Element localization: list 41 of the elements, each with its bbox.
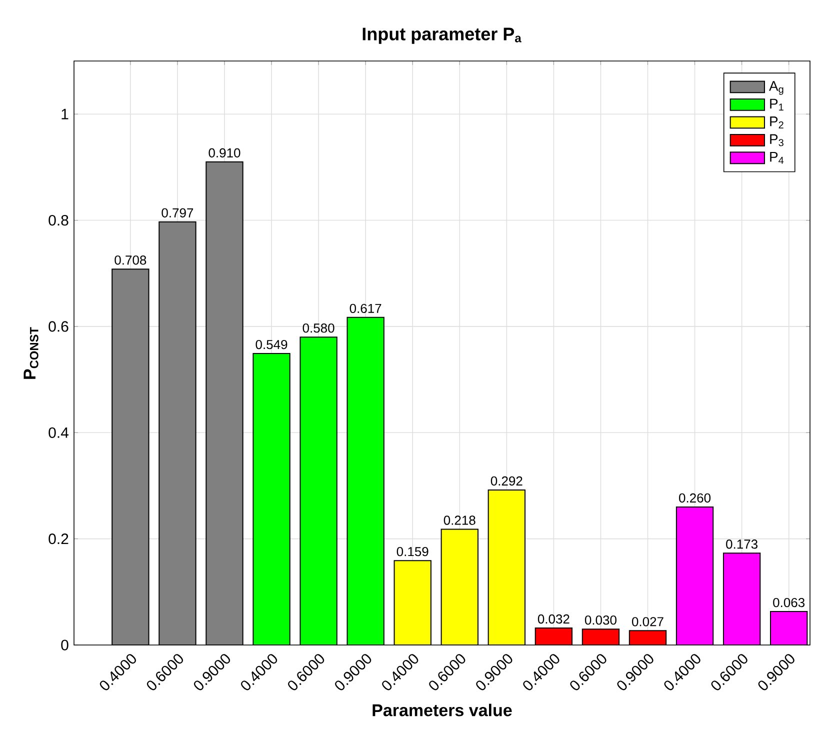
y-axis-title: P$_{CONST}$ [24, 327, 38, 379]
chart-title: Input parameter P$_{a}$ [362, 28, 522, 44]
data-label: 0.549 [256, 340, 288, 350]
bar [394, 560, 432, 645]
legend-label: P$_{2}$ [770, 116, 784, 128]
data-label: 0.030 [584, 615, 616, 625]
data-label: 0.292 [490, 476, 522, 486]
legend-label: P$_{3}$ [770, 134, 784, 146]
y-tick-label: 1 [62, 108, 68, 120]
data-label: 0.063 [773, 598, 805, 608]
bar [488, 489, 526, 645]
bar [300, 336, 338, 645]
bar [346, 316, 384, 645]
legend-label: A$_{g}$ [769, 81, 784, 95]
bar [628, 630, 667, 645]
bar [158, 221, 196, 645]
data-label: 0.708 [114, 256, 146, 265]
y-tick-label: 0.8 [48, 214, 68, 226]
data-label: 0.580 [302, 323, 334, 333]
y-tick-label: 0.2 [48, 534, 68, 544]
y-tick-label: 0.6 [48, 321, 68, 332]
legend-label: P$_{4}$ [770, 152, 784, 164]
data-label: 0.173 [726, 540, 758, 549]
data-label: 0.260 [679, 493, 711, 503]
y-tick-label: 0.4 [48, 427, 68, 438]
data-label: 0.617 [350, 304, 382, 314]
data-label: 0.797 [162, 208, 194, 218]
legend-label: P$_{1}$ [770, 98, 784, 110]
bar [582, 628, 620, 645]
bar [534, 628, 573, 645]
data-label: 0.910 [208, 148, 240, 158]
bar [440, 528, 478, 645]
bar [112, 268, 150, 645]
bar [252, 353, 290, 645]
bar [206, 161, 244, 645]
data-label: 0.032 [538, 614, 570, 624]
data-label: 0.027 [632, 617, 664, 626]
data-label: 0.218 [444, 516, 476, 525]
y-tick-label: 0 [61, 640, 68, 650]
x-axis-title: Parameters value [372, 704, 512, 716]
data-label: 0.159 [396, 546, 428, 556]
